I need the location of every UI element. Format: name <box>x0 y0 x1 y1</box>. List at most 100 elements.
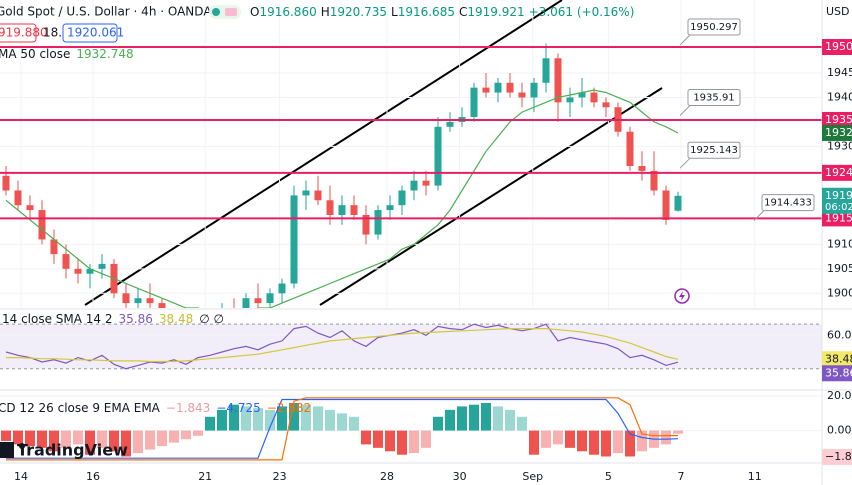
logo: TradingView <box>0 441 128 460</box>
candle-body <box>410 180 418 191</box>
macd-hist-bar <box>145 430 155 450</box>
macd-hist-bar <box>469 404 479 431</box>
candle-body <box>506 82 514 93</box>
candle-body <box>422 180 430 186</box>
level-tag-bg <box>822 111 852 128</box>
sell-button[interactable] <box>0 23 37 43</box>
macd-legend-name: CD 12 26 close 9 EMA EMA <box>0 401 161 415</box>
macd-hist-bar <box>25 430 35 447</box>
ohlc-value: 1916.860 <box>259 5 316 19</box>
x-tick-label: 28 <box>380 470 394 483</box>
y-tick-label: 60.00 <box>827 328 852 341</box>
ohlc-value: 1920.735 <box>330 5 387 19</box>
rsi-line <box>6 328 679 363</box>
macd-hist-bar <box>61 430 71 448</box>
candle-body <box>290 195 298 284</box>
rsi-sma-tag-bg <box>822 351 852 368</box>
callout-box <box>761 194 815 212</box>
sma-tag-bg <box>822 124 852 141</box>
callout-label: 1935.91 <box>693 92 734 103</box>
candle-body <box>434 126 442 186</box>
level-tag: 1935. <box>825 113 852 126</box>
level-tag-bg <box>822 164 852 181</box>
macd-hist-bar <box>613 430 623 454</box>
last-price-tag: 1919.9 <box>825 189 852 202</box>
candle-body <box>494 82 502 93</box>
candle-body <box>2 175 10 191</box>
callout-label: 1950.297 <box>690 22 738 33</box>
candle-body <box>158 303 166 308</box>
candle-body <box>470 87 478 118</box>
rsi-na: ∅ ∅ <box>199 312 224 326</box>
candle-body <box>554 58 562 103</box>
macd-hist-bar <box>193 430 203 436</box>
rsi-sma-tag: 38.48 <box>825 352 852 365</box>
countdown: 06:02 <box>825 202 852 213</box>
x-tick-label: 11 <box>748 470 762 483</box>
level-tag: 1950. <box>825 40 852 53</box>
macd-hist-bar <box>229 404 239 431</box>
ohlc-values: O1916.860 H1920.735 L1916.685 C1919.921 +3.0… <box>250 5 634 19</box>
macd-hist-bar <box>481 402 491 431</box>
macd-hist-bar <box>625 430 635 457</box>
candle-body <box>266 293 274 304</box>
candle-body <box>386 205 394 211</box>
macd-pane <box>0 395 822 461</box>
macd-hist-bar <box>37 430 47 448</box>
macd-hist-bar <box>349 416 359 431</box>
x-tick-label: 14 <box>14 470 28 483</box>
macd-hist-bar <box>121 430 131 457</box>
candle-body <box>62 254 70 269</box>
candle-body <box>530 82 538 98</box>
macd-hist-bar <box>205 416 215 431</box>
x-tick-label: Sep <box>522 470 543 483</box>
candle-body <box>338 205 346 215</box>
y-tick-label: 1900.0 <box>827 286 852 299</box>
callout-label: 1925.143 <box>690 145 738 156</box>
macd-hist-value: −1.843 <box>166 401 210 415</box>
callout-box <box>687 18 741 36</box>
rsi-line <box>5 323 679 370</box>
last-price-bg <box>822 187 852 214</box>
candle-body <box>242 298 250 308</box>
macd-hist-bar <box>169 430 179 443</box>
x-tick-label: 5 <box>605 470 612 483</box>
macd-hist-bar <box>373 430 383 448</box>
candle-body <box>590 92 598 103</box>
macd-hist-bar <box>601 430 611 457</box>
alert-icon[interactable] <box>674 288 690 304</box>
buy-price: 1920.061 <box>67 26 124 40</box>
rsi-legend-name: 14 close SMA 14 2 <box>2 312 113 326</box>
macd-hist-bar <box>637 430 647 452</box>
y-tick-label: 1905.0 <box>827 262 852 275</box>
macd-hist-bar <box>241 406 251 431</box>
macd-hist-bar <box>541 430 551 448</box>
candle-body <box>86 268 94 274</box>
macd-hist-bar <box>493 406 503 431</box>
macd-hist-bar <box>133 430 143 454</box>
toggle-dot <box>212 8 220 16</box>
x-tick-label: 21 <box>198 470 212 483</box>
macd-hist-bar <box>325 409 335 431</box>
macd-hist-bar <box>673 430 683 434</box>
toggle-flag <box>225 8 237 16</box>
macd-hist-bar <box>409 430 419 454</box>
callout-box <box>687 88 741 106</box>
buy-button[interactable] <box>62 23 118 43</box>
macd-hist-bar <box>361 430 371 445</box>
macd-hist-bar <box>289 402 299 431</box>
alert-bolt <box>679 291 685 301</box>
candle-body <box>14 190 22 206</box>
macd-hist-bar <box>385 430 395 452</box>
callout-label: 1914.433 <box>764 198 812 209</box>
macd-hist-bar <box>553 430 563 445</box>
macd-hist-bar <box>565 430 575 448</box>
macd-hist-bar <box>13 430 23 445</box>
macd-hist-bar <box>589 430 599 455</box>
candle-body <box>398 190 406 206</box>
level-tag-bg <box>822 39 852 56</box>
currency: USD <box>826 5 850 18</box>
macd-line <box>6 398 679 459</box>
ohlc-key: L <box>391 5 398 19</box>
x-tick-label: 23 <box>273 470 287 483</box>
